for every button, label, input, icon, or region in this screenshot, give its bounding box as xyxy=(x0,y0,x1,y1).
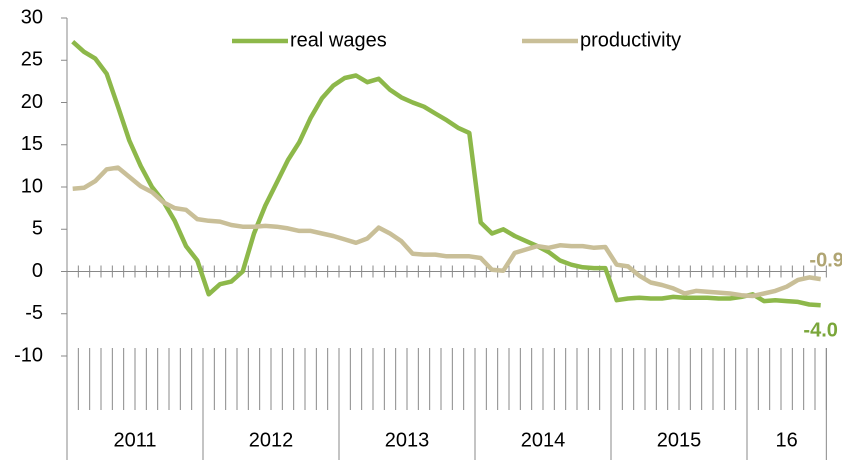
group-label: 2013 xyxy=(385,429,430,451)
y-tick-label: 10 xyxy=(21,175,43,197)
y-tick-label: 30 xyxy=(21,6,43,28)
legend-label: productivity xyxy=(580,29,681,51)
line xyxy=(71,40,821,308)
line xyxy=(72,165,822,299)
group-label: 16 xyxy=(776,429,798,451)
y-tick-label: 25 xyxy=(21,49,43,71)
end-label: -0.9 xyxy=(809,249,842,271)
group-label: 2011 xyxy=(113,429,156,451)
legend-label: real wages xyxy=(290,29,387,51)
y-tick-label: 0 xyxy=(32,260,43,282)
y-tick-label: 5 xyxy=(32,218,43,240)
y-tick-label: 15 xyxy=(21,133,43,155)
y-tick-label: -10 xyxy=(14,344,43,366)
group-label: 2014 xyxy=(521,429,566,451)
y-tick-label: -5 xyxy=(25,302,43,324)
y-tick-label: 20 xyxy=(21,91,43,113)
group-label: 2015 xyxy=(657,429,702,451)
end-label: -4.0 xyxy=(803,320,837,342)
group-label: 2012 xyxy=(249,429,294,451)
